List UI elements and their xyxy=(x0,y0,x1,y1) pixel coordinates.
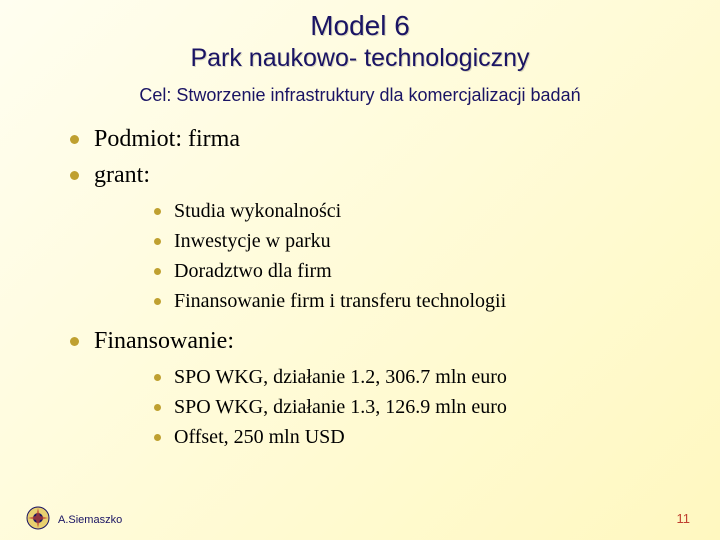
list-item: Inwestycje w parku xyxy=(154,228,680,254)
slide-container: Model 6 Park naukowo- technologiczny Cel… xyxy=(0,0,720,540)
grant-sublist: Studia wykonalności Inwestycje w parku D… xyxy=(154,198,680,314)
finansowanie-sublist: SPO WKG, działanie 1.2, 306.7 mln euro S… xyxy=(154,364,680,450)
sub-text: Offset, 250 mln USD xyxy=(174,426,345,448)
logo-icon xyxy=(26,506,50,530)
bullet-podmiot: Podmiot: firma xyxy=(70,124,680,154)
footer-author: A.Siemaszko xyxy=(58,514,122,526)
list-item: Offset, 250 mln USD xyxy=(154,424,680,450)
sub-text: Doradztwo dla firm xyxy=(174,260,332,282)
bullet-text: grant: xyxy=(94,162,150,188)
list-item: Studia wykonalności xyxy=(154,198,680,224)
sub-text: SPO WKG, działanie 1.3, 126.9 mln euro xyxy=(174,396,507,418)
bullet-text: Finansowanie: xyxy=(94,328,234,354)
slide-title: Model 6 xyxy=(40,10,680,42)
sub-text: SPO WKG, działanie 1.2, 306.7 mln euro xyxy=(174,366,507,388)
list-item: Doradztwo dla firm xyxy=(154,258,680,284)
bullet-list-level1: Podmiot: firma grant: Studia wykonalnośc… xyxy=(70,124,680,450)
page-number: 11 xyxy=(677,511,691,526)
list-item: Finansowanie firm i transferu technologi… xyxy=(154,288,680,314)
bullet-finansowanie: Finansowanie: SPO WKG, działanie 1.2, 30… xyxy=(70,326,680,450)
list-item: SPO WKG, działanie 1.2, 306.7 mln euro xyxy=(154,364,680,390)
sub-text: Finansowanie firm i transferu technologi… xyxy=(174,290,506,312)
bullet-text: Podmiot: firma xyxy=(94,126,240,152)
slide-subtitle: Park naukowo- technologiczny xyxy=(40,44,680,73)
sub-text: Inwestycje w parku xyxy=(174,230,331,252)
bullet-grant: grant: Studia wykonalności Inwestycje w … xyxy=(70,160,680,314)
list-item: SPO WKG, działanie 1.3, 126.9 mln euro xyxy=(154,394,680,420)
sub-text: Studia wykonalności xyxy=(174,200,341,222)
slide-objective: Cel: Stworzenie infrastruktury dla komer… xyxy=(40,85,680,106)
